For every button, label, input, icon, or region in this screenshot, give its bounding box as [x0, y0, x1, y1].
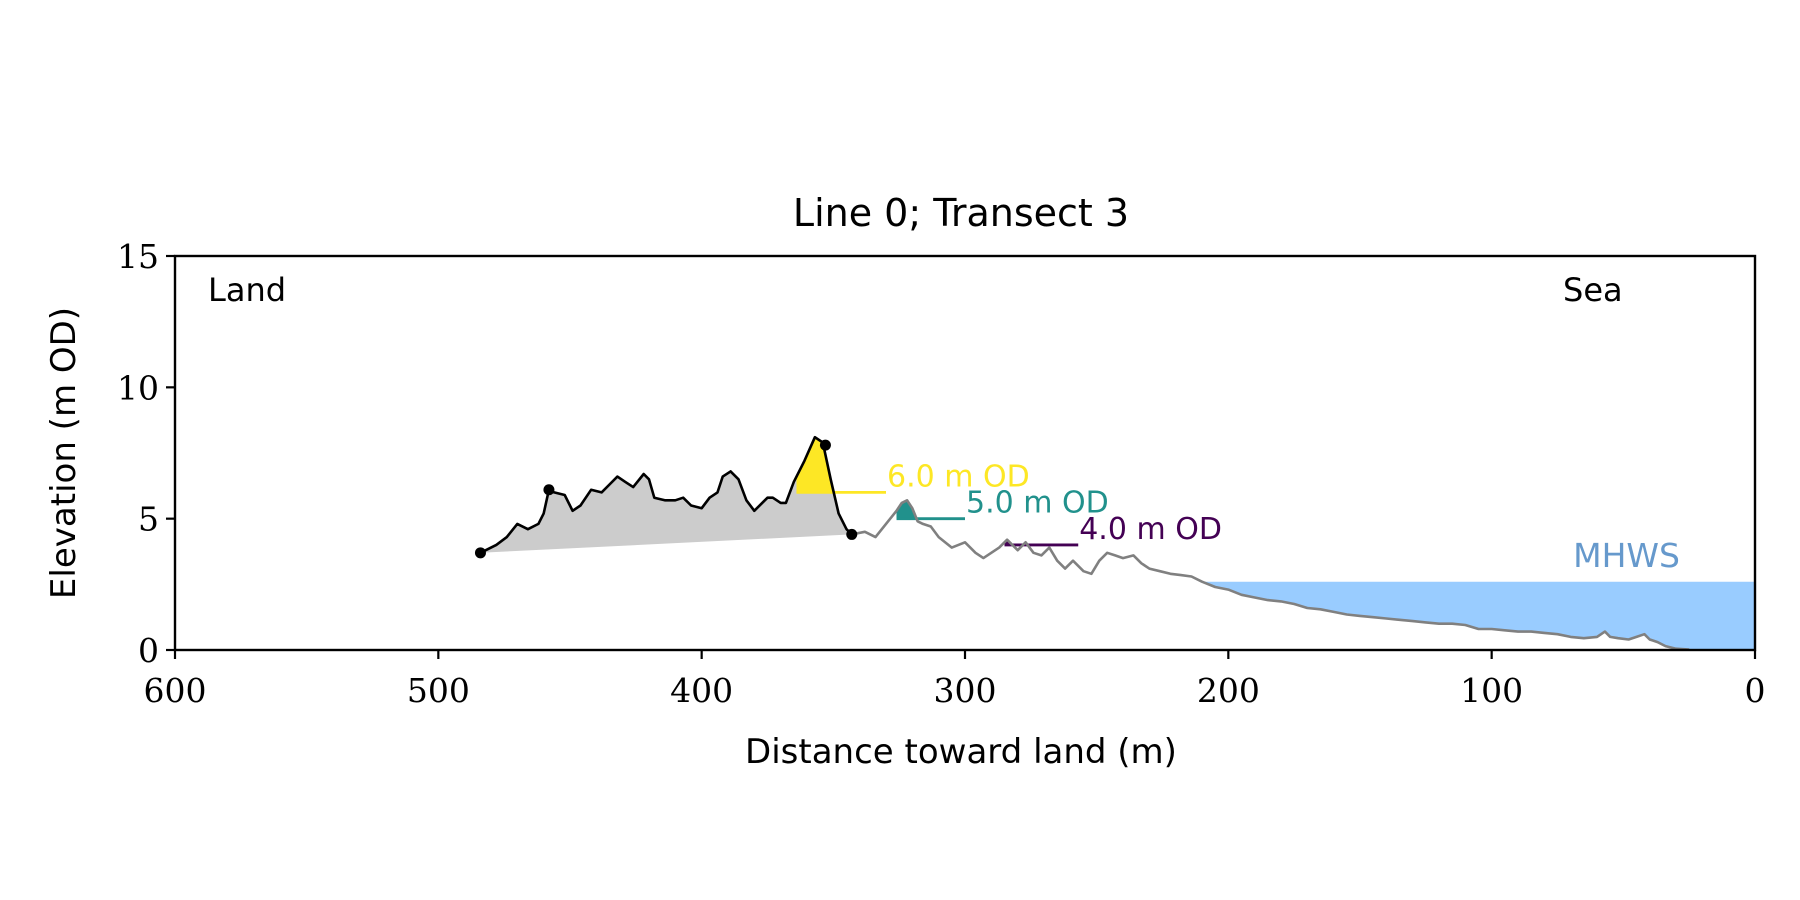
x-axis-label: Distance toward land (m): [745, 732, 1177, 772]
y-tick-label-3: 15: [117, 237, 159, 276]
plot-area: [474, 435, 1755, 651]
x-tick-label-0: 600: [144, 671, 207, 710]
y-tick-label-1: 5: [138, 500, 159, 539]
profile-marker-3: [846, 528, 858, 540]
x-axis: 600 500 400 300 200 100 0: [144, 650, 1766, 710]
y-axis-label: Elevation (m OD): [44, 307, 84, 599]
profile-marker-2: [819, 439, 831, 451]
x-tick-label-4: 200: [1197, 671, 1260, 710]
level-label-0: 6.0 m OD: [887, 459, 1030, 494]
x-tick-label-6: 0: [1745, 671, 1766, 710]
dune-volume-fill: [480, 437, 852, 553]
seaward-profile-line: [851, 499, 1690, 651]
x-tick-label-2: 400: [670, 671, 733, 710]
y-axis: 0 5 10 15: [117, 237, 175, 670]
corner-label-land: Land: [208, 271, 286, 309]
y-tick-label-2: 10: [117, 368, 159, 407]
level-labels: 6.0 m OD5.0 m OD4.0 m OD: [887, 459, 1222, 547]
chart-title: Line 0; Transect 3: [793, 191, 1129, 235]
level-label-2: 4.0 m OD: [1079, 512, 1222, 547]
y-tick-label-0: 0: [138, 631, 159, 670]
x-tick-label-1: 500: [407, 671, 470, 710]
x-tick-label-3: 300: [934, 671, 997, 710]
level-label-1: 5.0 m OD: [966, 486, 1109, 521]
mhws-label: MHWS: [1573, 536, 1680, 575]
x-tick-label-5: 100: [1460, 671, 1523, 710]
mhws-water-fill: [1202, 581, 1755, 650]
profile-marker-1: [543, 484, 555, 496]
corner-label-sea: Sea: [1563, 271, 1623, 309]
profile-marker-0: [474, 547, 486, 559]
